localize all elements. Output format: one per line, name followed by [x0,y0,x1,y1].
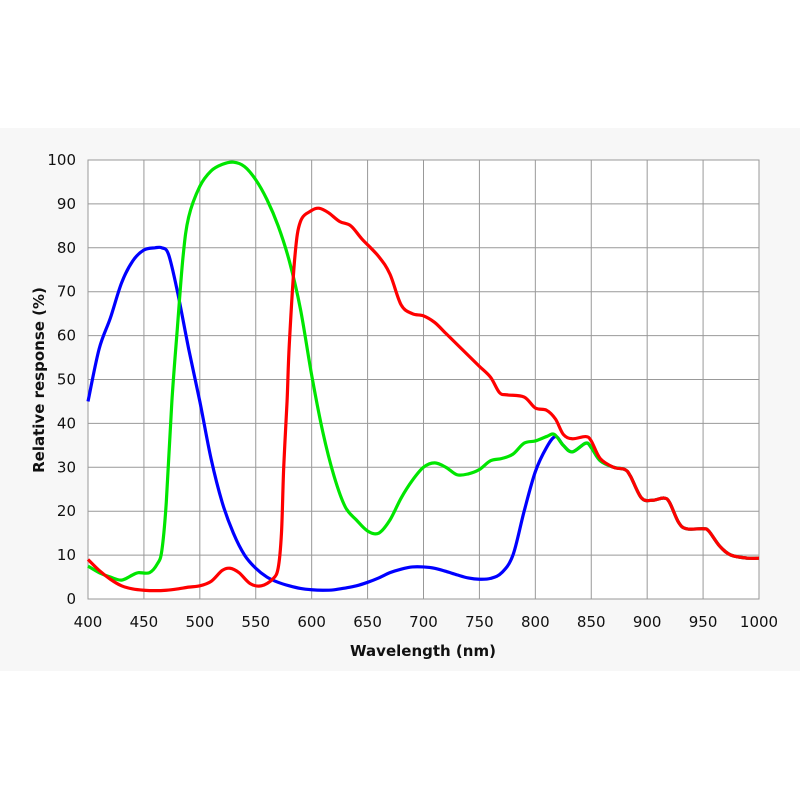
x-tick-label: 550 [241,613,270,631]
y-tick-label: 30 [57,458,76,476]
y-tick-label: 70 [57,283,76,301]
x-tick-label: 950 [689,613,718,631]
y-tick-label: 0 [66,590,76,608]
series-lines [86,160,760,593]
y-tick-label: 100 [47,151,76,169]
series-line-red [86,206,760,593]
y-tick-labels: 0 10 20 30 40 50 60 70 80 90 100 [47,151,76,608]
y-tick-label: 20 [57,502,76,520]
x-tick-label: 1000 [740,613,778,631]
x-tick-label: 450 [130,613,159,631]
y-tick-label: 90 [57,195,76,213]
x-tick-label: 700 [409,613,438,631]
y-axis-label: Relative response (%) [30,287,48,473]
x-tick-label: 600 [297,613,326,631]
x-axis-label: Wavelength (nm) [350,642,496,660]
x-tick-label: 800 [521,613,550,631]
x-tick-label: 400 [74,613,103,631]
y-tick-label: 50 [57,371,76,389]
x-tick-label: 500 [186,613,215,631]
y-tick-label: 40 [57,414,76,432]
x-tick-label: 650 [353,613,382,631]
y-tick-label: 80 [57,239,76,257]
grid [87,159,760,600]
x-tick-label: 750 [465,613,494,631]
y-tick-label: 10 [57,546,76,564]
x-tick-labels: 400 450 500 550 600 650 700 750 800 850 900 950 1000 [74,613,778,631]
y-tick-label: 60 [57,327,76,345]
x-tick-label: 900 [633,613,662,631]
x-tick-label: 850 [577,613,606,631]
